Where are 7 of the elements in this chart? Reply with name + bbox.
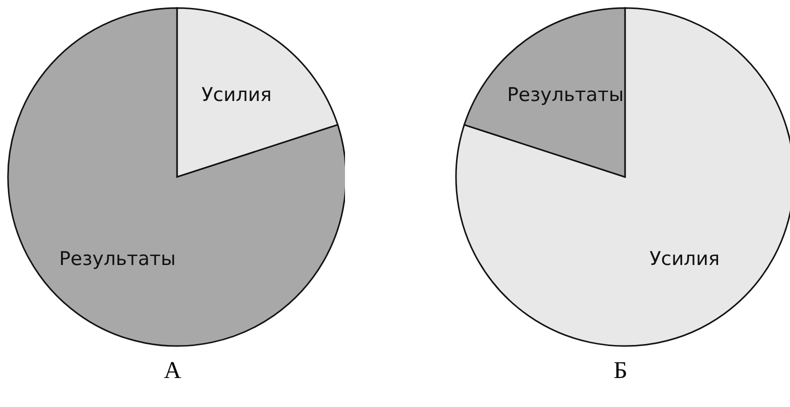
- slice-label: Усилия: [201, 84, 272, 106]
- text: Б: [612, 358, 628, 385]
- pie-slice: [7, 7, 345, 347]
- slice-label: Усилия: [649, 248, 720, 270]
- slice-label: Результаты: [507, 84, 624, 106]
- slice-label: Результаты: [59, 248, 176, 270]
- text: А: [162, 358, 182, 385]
